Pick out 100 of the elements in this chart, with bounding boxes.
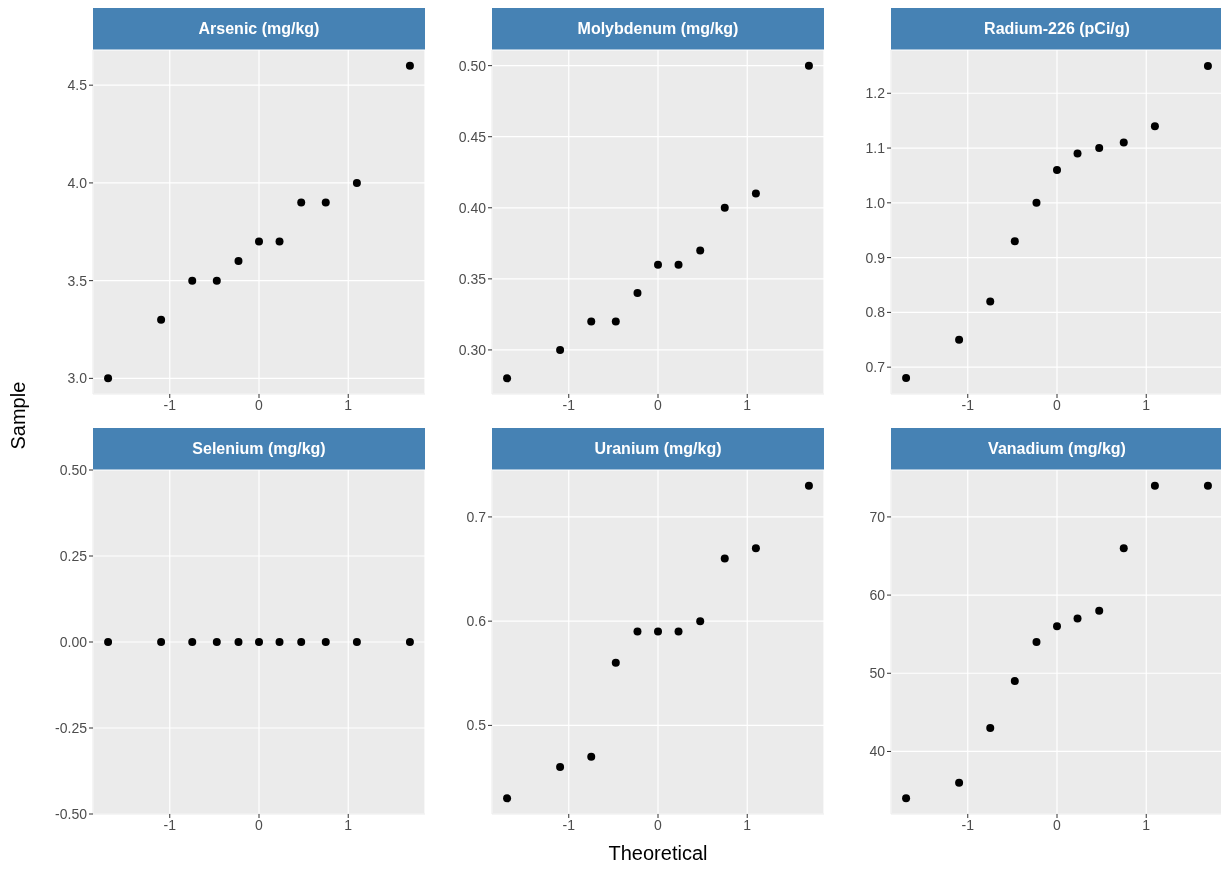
- point: [297, 198, 306, 207]
- point: [955, 335, 964, 344]
- y-tick-label: 1.2: [865, 85, 886, 102]
- point: [157, 315, 166, 324]
- point: [503, 794, 512, 803]
- point: [1203, 481, 1212, 490]
- y-tick-label: 60: [869, 587, 886, 604]
- point: [1073, 614, 1082, 623]
- point: [902, 374, 911, 383]
- y-tick-label: 40: [869, 743, 886, 760]
- point: [654, 627, 662, 636]
- point: [1119, 138, 1128, 147]
- chart-title: Arsenic (mg/kg): [93, 8, 425, 50]
- point: [405, 61, 414, 70]
- point: [1053, 165, 1061, 174]
- chart-title: Selenium (mg/kg): [93, 428, 425, 470]
- x-tick-label: 0: [654, 396, 663, 413]
- x-tick-label: 0: [1053, 816, 1062, 833]
- point: [275, 237, 284, 246]
- point: [1032, 198, 1041, 207]
- point: [720, 554, 729, 563]
- x-tick-label: -1: [562, 816, 576, 833]
- x-tick-label: -1: [562, 396, 576, 413]
- point: [902, 794, 911, 803]
- x-tick-label: 0: [255, 816, 264, 833]
- y-tick-label: 50: [869, 665, 886, 682]
- chart-title: Radium-226 (pCi/g): [891, 8, 1221, 50]
- y-tick-label: 0.9: [865, 249, 886, 266]
- chart-title: Molybdenum (mg/kg): [492, 8, 824, 50]
- y-tick-label: -0.50: [55, 805, 88, 822]
- point: [352, 178, 361, 187]
- point: [633, 627, 642, 636]
- point: [587, 752, 596, 761]
- y-tick-label: 0.7: [466, 508, 487, 525]
- point: [751, 189, 760, 198]
- point: [104, 374, 113, 383]
- y-tick-label: 0.6: [466, 613, 487, 630]
- x-tick-label: -1: [961, 816, 975, 833]
- point: [1095, 606, 1104, 615]
- point: [654, 260, 662, 269]
- point: [188, 276, 197, 285]
- x-tick-label: 0: [654, 816, 663, 833]
- point: [1032, 638, 1041, 646]
- point: [696, 246, 705, 255]
- y-tick-label: 3.0: [67, 370, 88, 387]
- y-tick-label: 1.0: [865, 194, 886, 211]
- y-tick-label: 0.50: [59, 461, 88, 478]
- x-tick-label: 1: [344, 396, 353, 413]
- y-tick-label: 0.00: [59, 633, 88, 650]
- point: [255, 237, 263, 246]
- point: [674, 627, 683, 636]
- y-tick-label: 70: [869, 508, 886, 525]
- point: [720, 203, 729, 212]
- y-tick-label: -0.25: [55, 719, 88, 736]
- x-tick-label: 1: [743, 396, 752, 413]
- x-tick-label: -1: [163, 396, 177, 413]
- x-tick-label: 1: [1142, 816, 1151, 833]
- y-tick-label: 1.1: [865, 140, 886, 157]
- y-tick-label: 0.35: [458, 270, 487, 287]
- point: [1073, 149, 1082, 158]
- point: [674, 260, 683, 269]
- point: [1150, 481, 1159, 490]
- point: [804, 481, 813, 490]
- point: [1119, 544, 1128, 553]
- x-tick-label: 1: [743, 816, 752, 833]
- y-tick-label: 0.40: [458, 199, 487, 216]
- y-tick-label: 0.30: [458, 341, 487, 358]
- point: [986, 297, 995, 306]
- y-tick-label: 0.45: [458, 128, 487, 145]
- y-tick-label: 0.50: [458, 57, 487, 74]
- point: [1150, 122, 1159, 131]
- y-tick-label: 3.5: [67, 272, 88, 289]
- x-tick-label: -1: [163, 816, 177, 833]
- y-tick-label: 0.5: [466, 717, 487, 734]
- point: [556, 763, 565, 772]
- point: [1053, 622, 1061, 631]
- point: [1203, 61, 1212, 70]
- y-axis-title: Sample: [6, 381, 30, 450]
- y-tick-label: 4.5: [67, 77, 88, 94]
- x-tick-label: 1: [1142, 396, 1151, 413]
- point: [212, 276, 221, 285]
- chart-title: Vanadium (mg/kg): [891, 428, 1221, 470]
- point: [321, 198, 330, 207]
- x-axis-title: Theoretical: [607, 842, 709, 865]
- point: [1095, 144, 1104, 153]
- chart-title: Uranium (mg/kg): [492, 428, 824, 470]
- point: [503, 374, 512, 383]
- y-tick-label: 0.25: [59, 547, 88, 564]
- x-tick-label: -1: [961, 396, 975, 413]
- x-tick-label: 1: [344, 816, 353, 833]
- x-tick-label: 0: [1053, 396, 1062, 413]
- point: [556, 345, 565, 354]
- point: [804, 61, 813, 70]
- point: [696, 617, 705, 626]
- y-tick-label: 0.7: [865, 359, 886, 376]
- point: [986, 724, 995, 732]
- point: [587, 317, 596, 326]
- x-tick-label: 0: [255, 396, 264, 413]
- point: [611, 658, 620, 667]
- point: [1010, 237, 1019, 246]
